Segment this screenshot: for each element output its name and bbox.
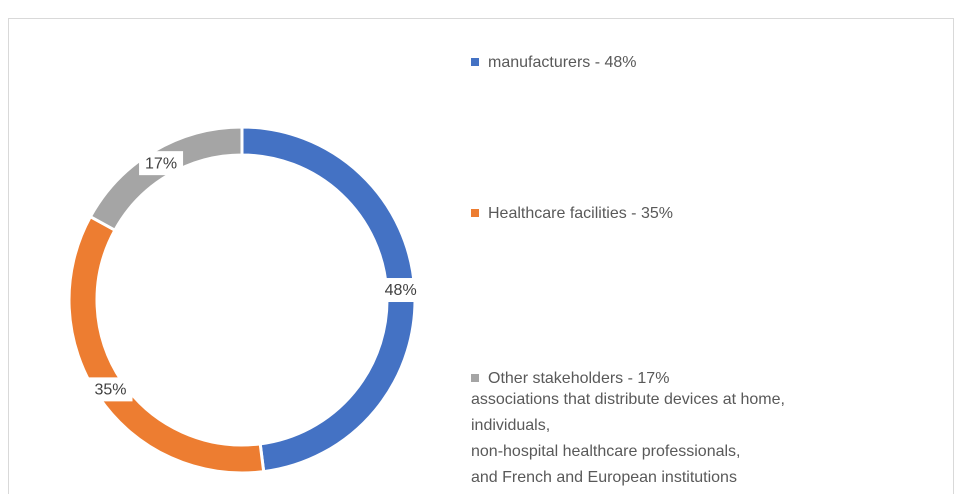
legend-label: Healthcare facilities - 35% bbox=[488, 205, 673, 222]
legend-marker bbox=[471, 209, 479, 217]
data-label: 35% bbox=[94, 382, 126, 399]
data-label-box bbox=[378, 278, 423, 303]
donut-segment bbox=[88, 125, 244, 233]
data-label-box bbox=[88, 377, 133, 402]
data-label-box bbox=[139, 151, 184, 176]
chart-frame bbox=[8, 18, 954, 494]
data-label: 48% bbox=[385, 282, 417, 299]
legend-note: non-hospital healthcare professionals, bbox=[471, 443, 741, 460]
legend-note: associations that distribute devices at … bbox=[471, 391, 785, 408]
legend-marker bbox=[471, 374, 479, 382]
legend-marker bbox=[471, 58, 479, 66]
legend-note: individuals, bbox=[471, 417, 550, 434]
legend-label: Other stakeholders - 17% bbox=[488, 370, 669, 387]
data-label: 17% bbox=[145, 155, 177, 172]
legend-label: manufacturers - 48% bbox=[488, 54, 637, 71]
legend-note: and French and European institutions bbox=[471, 469, 737, 486]
